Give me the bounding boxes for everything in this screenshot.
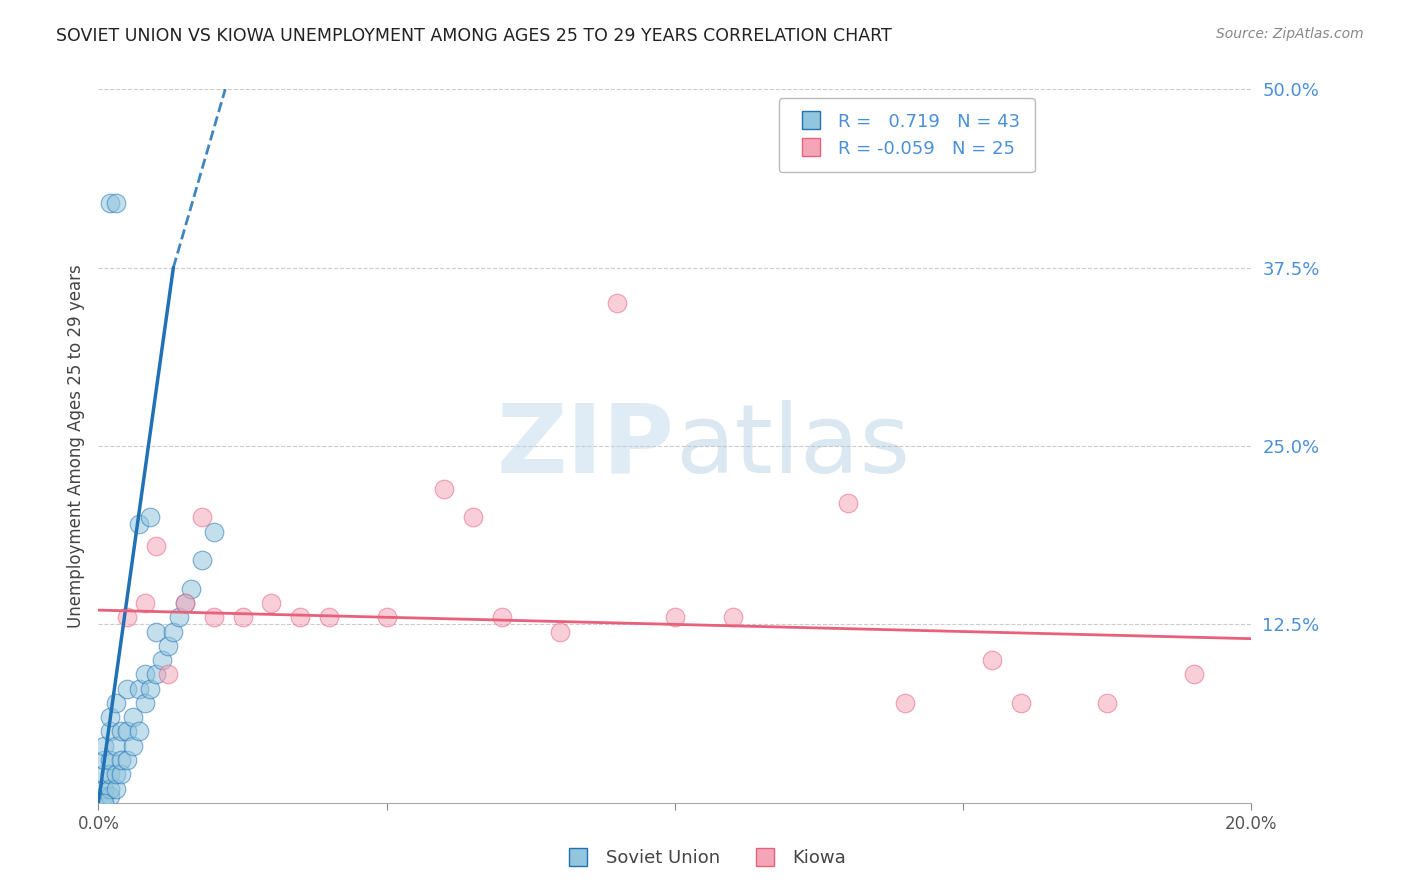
Text: atlas: atlas	[675, 400, 910, 492]
Point	[191, 553, 214, 567]
Point	[117, 681, 138, 696]
Point	[93, 739, 115, 753]
Point	[1097, 696, 1119, 710]
Point	[167, 610, 190, 624]
Point	[104, 196, 127, 211]
Point	[191, 510, 214, 524]
Point	[1182, 667, 1205, 681]
Point	[156, 667, 179, 681]
Point	[260, 596, 283, 610]
Point	[98, 767, 121, 781]
Point	[98, 753, 121, 767]
Point	[318, 610, 340, 624]
Point	[117, 724, 138, 739]
Point	[202, 524, 225, 539]
Text: ZIP: ZIP	[496, 400, 675, 492]
Point	[981, 653, 1004, 667]
Point	[128, 517, 150, 532]
Point	[606, 296, 628, 310]
Point	[134, 667, 156, 681]
Point	[98, 710, 121, 724]
Point	[128, 681, 150, 696]
Point	[98, 781, 121, 796]
Point	[93, 767, 115, 781]
Point	[93, 781, 115, 796]
Point	[93, 796, 115, 810]
Point	[104, 696, 127, 710]
Point	[150, 653, 173, 667]
Point	[180, 582, 202, 596]
Point	[128, 724, 150, 739]
Point	[461, 510, 484, 524]
Point	[491, 610, 513, 624]
Point	[156, 639, 179, 653]
Point	[139, 681, 162, 696]
Text: Source: ZipAtlas.com: Source: ZipAtlas.com	[1216, 27, 1364, 41]
Point	[104, 781, 127, 796]
Point	[98, 789, 121, 803]
Point	[117, 610, 138, 624]
Point	[433, 482, 456, 496]
Point	[122, 710, 145, 724]
Point	[664, 610, 686, 624]
Point	[93, 789, 115, 803]
Point	[202, 610, 225, 624]
Point	[162, 624, 184, 639]
Point	[110, 753, 132, 767]
Point	[145, 624, 167, 639]
Point	[122, 739, 145, 753]
Point	[134, 696, 156, 710]
Y-axis label: Unemployment Among Ages 25 to 29 years: Unemployment Among Ages 25 to 29 years	[66, 264, 84, 628]
Point	[104, 767, 127, 781]
Point	[231, 610, 254, 624]
Point	[145, 539, 167, 553]
Point	[139, 510, 162, 524]
Point	[93, 753, 115, 767]
Point	[894, 696, 917, 710]
Point	[98, 196, 121, 211]
Point	[110, 767, 132, 781]
Point	[290, 610, 312, 624]
Point	[145, 667, 167, 681]
Point	[117, 753, 138, 767]
Point	[134, 596, 156, 610]
Point	[1010, 696, 1032, 710]
Point	[548, 624, 571, 639]
Point	[375, 610, 398, 624]
Point	[104, 739, 127, 753]
Point	[110, 724, 132, 739]
Point	[98, 724, 121, 739]
Point	[174, 596, 197, 610]
Text: SOVIET UNION VS KIOWA UNEMPLOYMENT AMONG AGES 25 TO 29 YEARS CORRELATION CHART: SOVIET UNION VS KIOWA UNEMPLOYMENT AMONG…	[56, 27, 891, 45]
Point	[721, 610, 744, 624]
Point	[837, 496, 859, 510]
Legend: Soviet Union, Kiowa: Soviet Union, Kiowa	[553, 842, 853, 874]
Point	[174, 596, 197, 610]
Legend: R =   0.719   N = 43, R = -0.059   N = 25: R = 0.719 N = 43, R = -0.059 N = 25	[779, 98, 1035, 172]
